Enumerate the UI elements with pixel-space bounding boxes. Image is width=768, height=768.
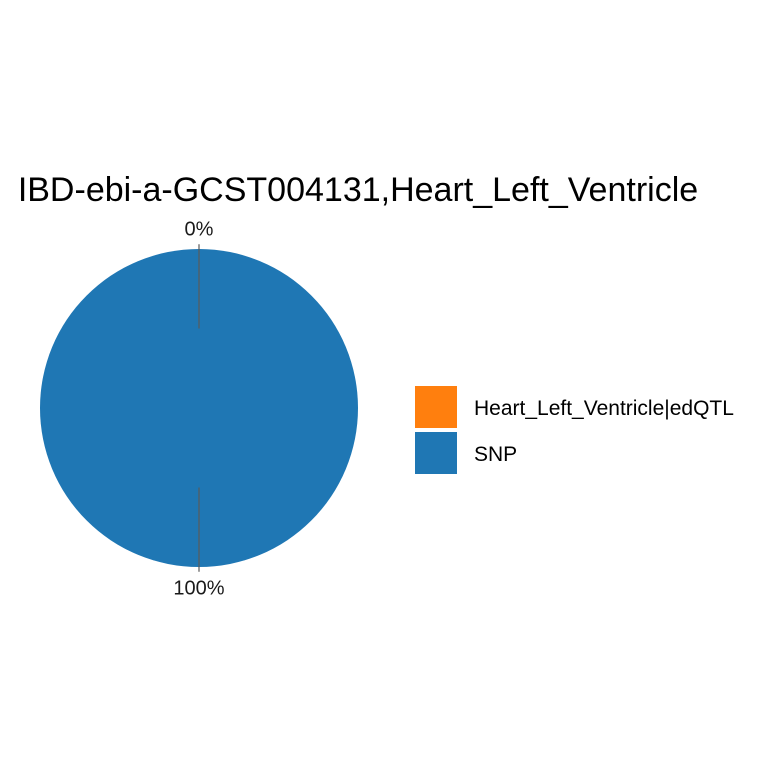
legend-label-heart-left-ventricle-edqtl: Heart_Left_Ventricle|edQTL <box>474 397 734 420</box>
legend: Heart_Left_Ventricle|edQTL SNP <box>415 386 734 474</box>
legend-label-snp: SNP <box>474 443 517 466</box>
slice-label-snp: 100% <box>173 578 224 600</box>
legend-key-heart-left-ventricle-edqtl <box>415 386 457 428</box>
pie-slices <box>40 249 358 567</box>
legend-key-snp <box>415 432 457 474</box>
slice-labels: 0% 100% <box>173 218 224 599</box>
chart-title: IBD-ebi-a-GCST004131,Heart_Left_Ventricl… <box>18 171 698 209</box>
slice-label-heart-left-ventricle-edqtl: 0% <box>185 218 214 240</box>
pie-slice-snp <box>40 249 358 567</box>
